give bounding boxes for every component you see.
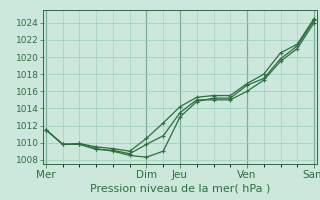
X-axis label: Pression niveau de la mer( hPa ): Pression niveau de la mer( hPa ) xyxy=(90,184,270,194)
